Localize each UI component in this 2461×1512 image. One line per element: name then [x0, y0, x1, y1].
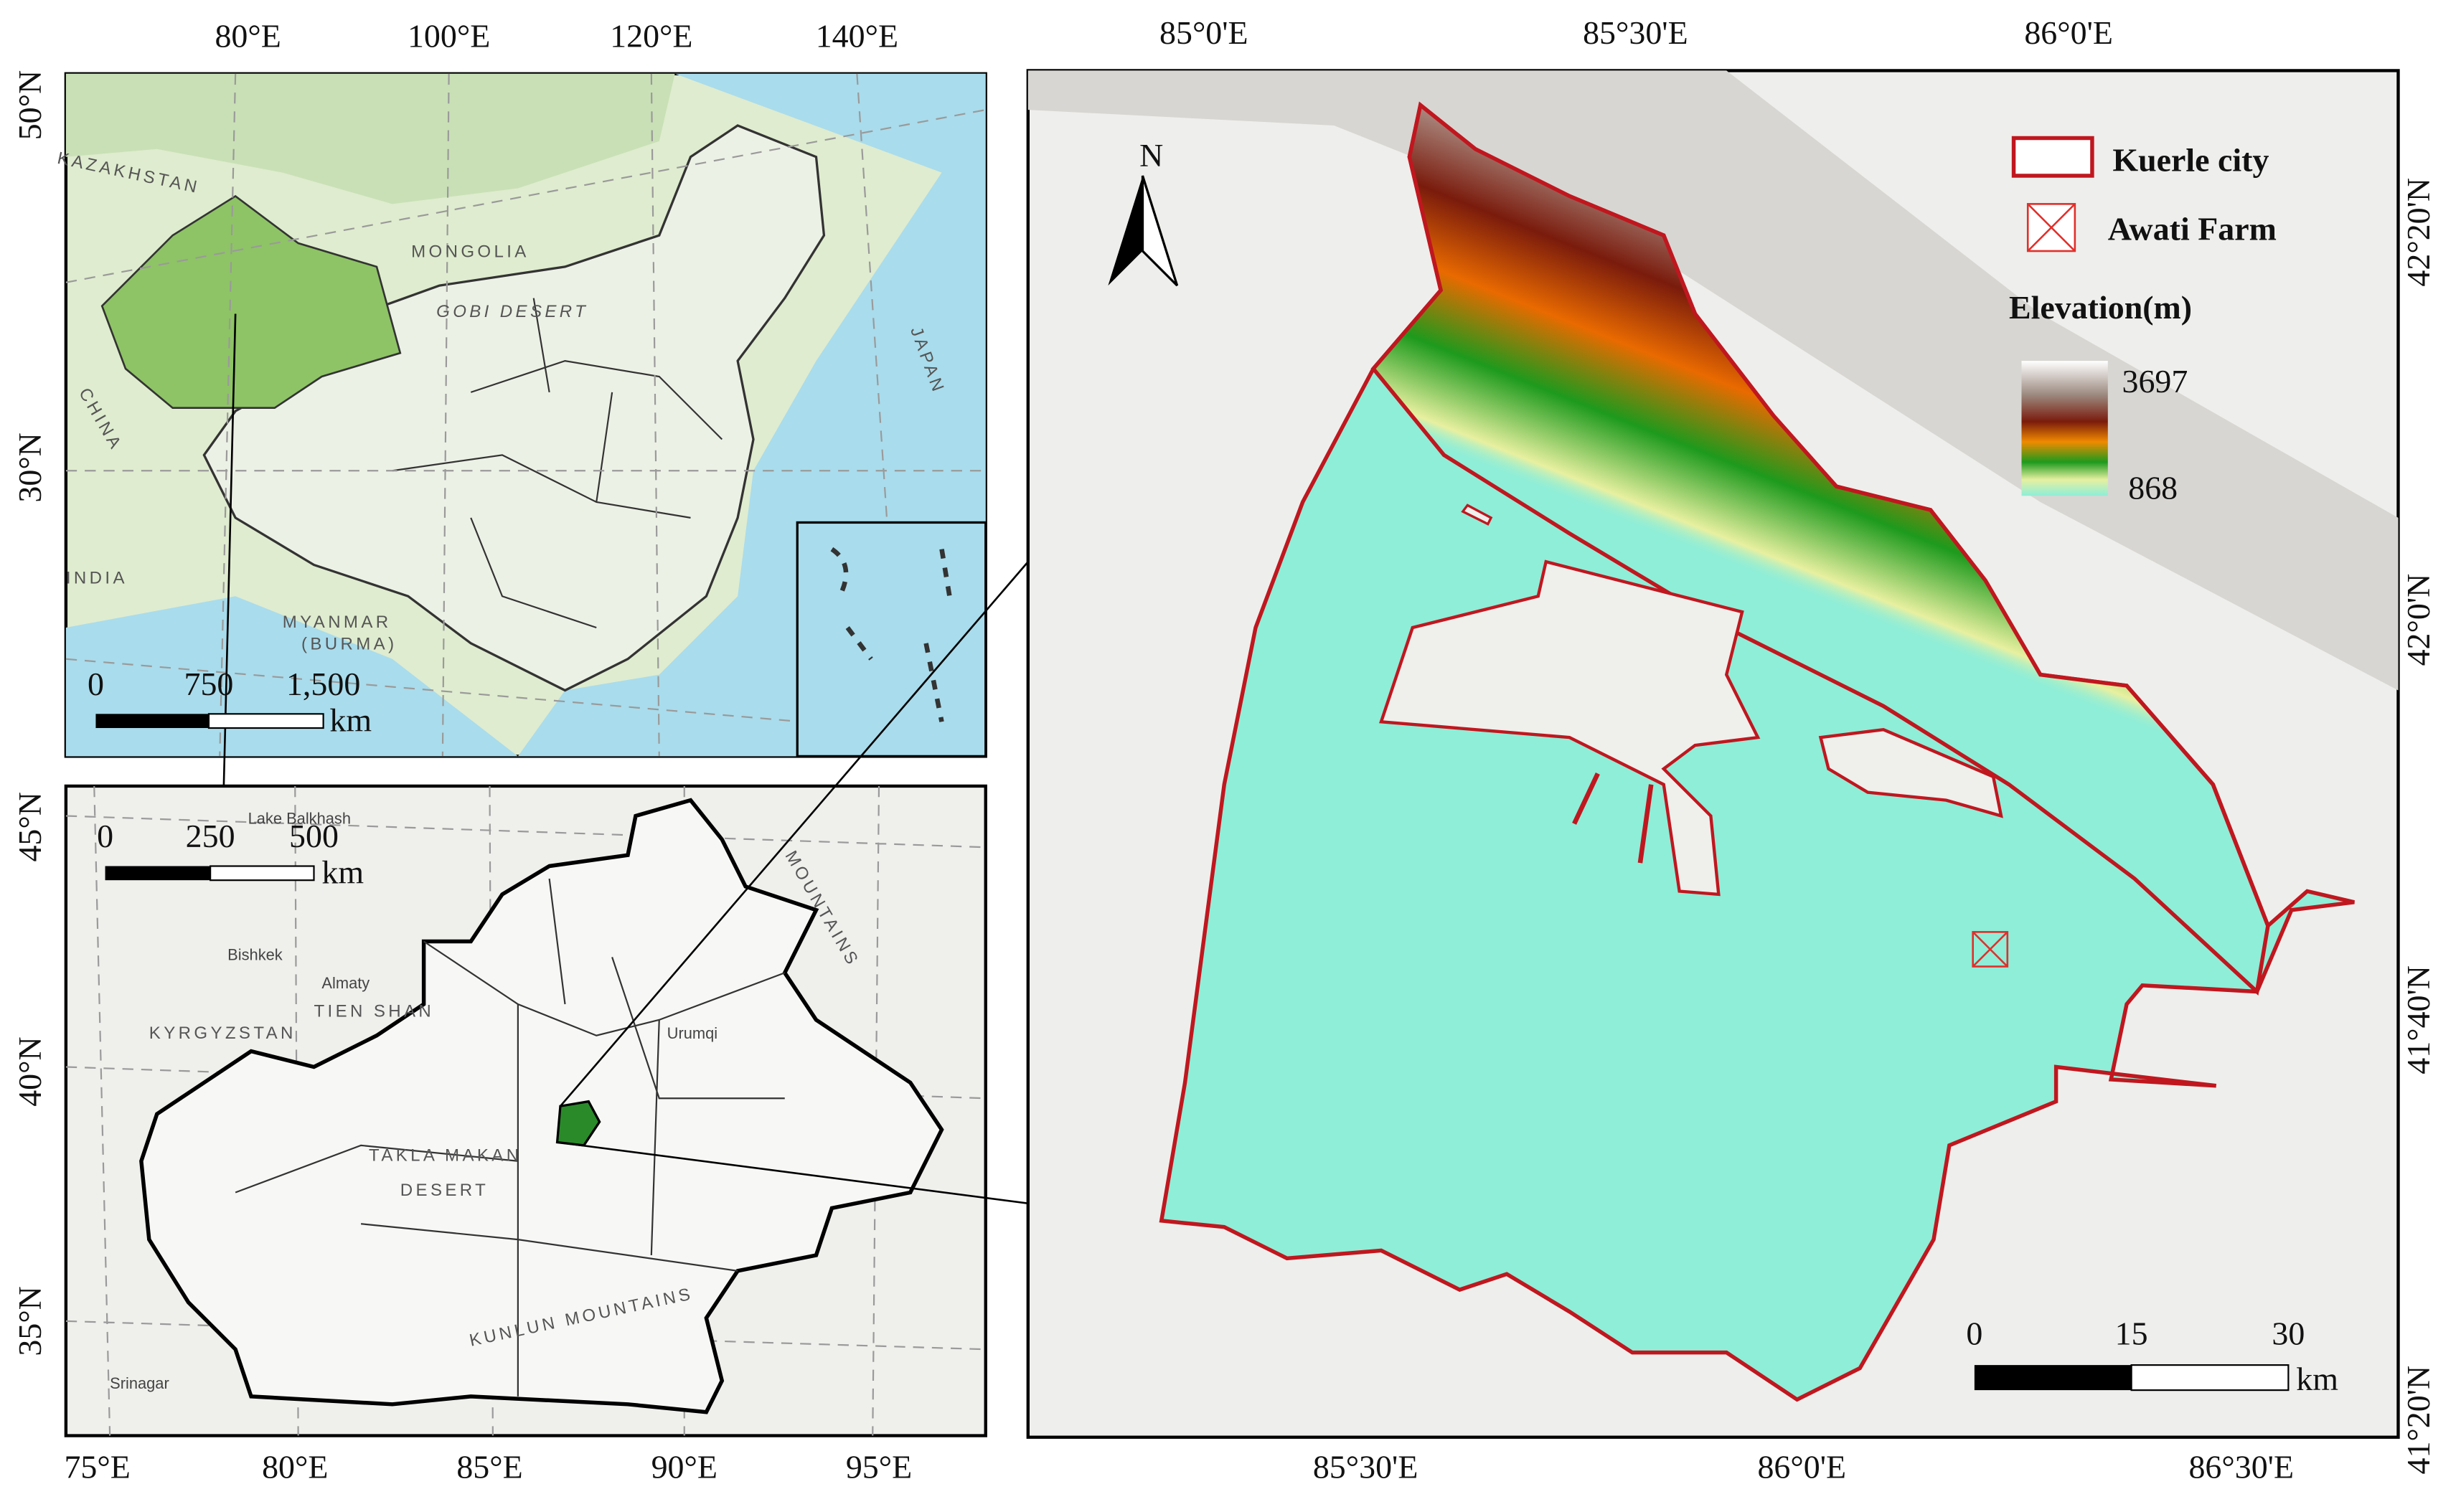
lat-label: 30°N [11, 433, 48, 502]
lon-label: 75°E [64, 1449, 130, 1485]
lat-label: 41°40'N [2400, 965, 2437, 1074]
north-label: N [1139, 137, 1163, 174]
scale-tick: 0 [88, 666, 104, 702]
lon-label: 90°E [651, 1449, 717, 1485]
lon-label: 86°0'E [2024, 14, 2113, 51]
excluded-area [1461, 504, 1493, 526]
scale-bar [210, 865, 315, 882]
china-outline [202, 124, 826, 692]
place-label: TAKLA MAKAN [369, 1146, 522, 1166]
city-label: Urumqi [667, 1024, 717, 1042]
prefecture-borders [235, 878, 786, 1397]
lon-label: 85°0'E [1159, 14, 1248, 51]
lon-label: 85°30'E [1313, 1449, 1418, 1485]
elevation-min: 868 [2128, 470, 2178, 506]
place-label: DESERT [400, 1181, 489, 1200]
scale-bar [2130, 1364, 2290, 1391]
lon-label: 140°E [816, 18, 898, 55]
lon-label: 85°30'E [1583, 14, 1688, 51]
place-label: INDIA [66, 569, 128, 588]
scale-bar [1974, 1365, 2132, 1391]
xinjiang-outline [139, 798, 944, 1414]
lat-label: 45°N [11, 792, 48, 861]
north-arrow [1108, 175, 1143, 286]
kuerle-highlight [555, 1100, 601, 1147]
city-label: Srinagar [110, 1374, 169, 1392]
lat-label: 40°N [11, 1036, 48, 1106]
scale-unit: km [321, 854, 364, 891]
lat-label: 42°0'N [2400, 574, 2437, 666]
lon-label: 80°E [262, 1449, 328, 1485]
legend-title: Elevation(m) [2009, 289, 2192, 326]
lon-label: 100°E [408, 18, 490, 55]
mountain-elevation [1370, 101, 2270, 996]
lat-label: 35°N [11, 1286, 48, 1356]
scale-tick: 0 [97, 818, 113, 854]
awati-farm-marker [1972, 931, 2009, 968]
land-north [65, 73, 675, 204]
boundary-detail [1572, 772, 1654, 864]
lon-label: 80°E [215, 18, 281, 55]
lon-label: 85°E [456, 1449, 522, 1485]
place-label: (BURMA) [301, 635, 397, 654]
north-arrow [1141, 175, 1179, 287]
place-label: MONGOLIA [411, 242, 530, 262]
elevation-max: 3697 [2122, 363, 2188, 400]
scale-bar [207, 713, 324, 729]
lat-label: 50°N [11, 70, 48, 140]
lon-label: 95°E [846, 1449, 912, 1485]
scale-unit: km [329, 701, 372, 738]
legend-label: Kuerle city [2112, 141, 2269, 178]
province-borders [392, 298, 723, 629]
south-sea-inset [796, 521, 987, 758]
awati-farm-marker [1972, 931, 2008, 968]
place-label: TIEN SHAN [314, 1001, 435, 1021]
place-label: MYANMAR [283, 613, 392, 632]
excluded-area [1379, 559, 1761, 897]
place-label: GOBI DESERT [436, 302, 588, 321]
scale-tick: 1,500 [286, 666, 360, 702]
nine-dash-line [830, 547, 952, 722]
scale-tick: 500 [289, 818, 339, 854]
legend-swatch [2027, 203, 2076, 252]
scale-tick: 30 [2272, 1315, 2305, 1352]
lon-label: 86°30'E [2188, 1449, 2294, 1485]
legend-swatch [2011, 136, 2094, 178]
city-label: Bishkek [227, 946, 283, 964]
scale-tick: 0 [1966, 1315, 1982, 1352]
lon-label: 86°0'E [1757, 1449, 1846, 1485]
terrain-shading [1027, 70, 2399, 691]
scale-unit: km [2296, 1361, 2338, 1397]
graticule [65, 73, 986, 757]
lat-label: 41°20'N [2400, 1366, 2437, 1475]
scale-tick: 250 [186, 818, 235, 854]
lat-label: 42°20'N [2400, 178, 2437, 287]
xinjiang-highlight [100, 194, 402, 410]
scale-bar [95, 714, 209, 728]
scale-tick: 750 [184, 666, 233, 702]
scale-tick: 15 [2115, 1315, 2148, 1352]
city-label: Lake Balkhash [248, 809, 351, 827]
excluded-area [1818, 727, 2003, 818]
scale-bar [105, 866, 211, 881]
place-label: KYRGYZSTAN [149, 1024, 296, 1043]
lon-label: 120°E [610, 18, 692, 55]
elevation-ramp [2021, 361, 2108, 496]
legend-label: Awati Farm [2108, 211, 2277, 247]
city-label: Almaty [321, 974, 370, 992]
